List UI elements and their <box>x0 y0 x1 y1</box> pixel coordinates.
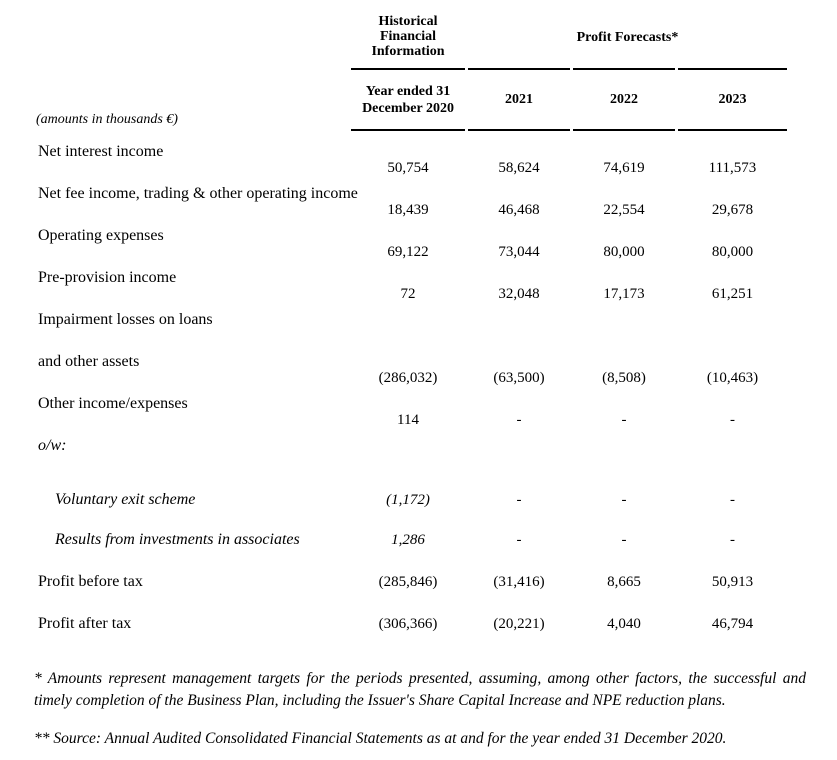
row-value: (285,846) <box>378 574 438 590</box>
row-label: Voluntary exit scheme <box>55 491 196 508</box>
row-value: - <box>516 532 522 548</box>
row-value: 29,678 <box>711 202 754 218</box>
historical-group-header: Historical Financial Information <box>371 14 445 59</box>
row-value: (63,500) <box>493 370 545 386</box>
row-value: 69,122 <box>387 244 429 260</box>
row-value: 114 <box>397 412 419 428</box>
row-value: (31,416) <box>493 574 545 590</box>
row-value: (306,366) <box>378 616 438 632</box>
column-header-2020: Year ended 31 December 2020 <box>351 68 465 131</box>
row-value <box>678 311 787 353</box>
row-label: Operating expenses <box>38 227 164 244</box>
row-value: 50,754 <box>387 160 429 176</box>
row-value: 8,665 <box>607 574 641 590</box>
row-value: 61,251 <box>711 286 754 302</box>
table-body: Net interest income 50,754 58,624 74,619… <box>36 143 837 657</box>
row-label: Net interest income <box>38 143 164 160</box>
row-value: (20,221) <box>493 616 545 632</box>
table-row: Net fee income, trading & other operatin… <box>36 185 837 227</box>
forecast-group-header: Profit Forecasts* <box>576 30 679 45</box>
footnote-double-asterisk: ** Source: Annual Audited Consolidated F… <box>34 730 727 747</box>
row-label: and other assets <box>38 353 140 370</box>
row-value: - <box>621 492 627 508</box>
table-row: and other assets (286,032) (63,500) (8,5… <box>36 353 837 395</box>
table-header-groups: Historical Financial Information Profit … <box>36 0 837 68</box>
row-value: 73,044 <box>498 244 540 260</box>
row-value: 22,554 <box>603 202 645 218</box>
row-label: Other income/expenses <box>38 395 188 412</box>
row-value: (10,463) <box>706 370 759 386</box>
row-value: - <box>730 532 735 548</box>
row-value: 58,624 <box>498 160 540 176</box>
row-value <box>468 311 570 353</box>
row-value: 46,794 <box>711 616 754 632</box>
row-value: 32,048 <box>498 286 540 302</box>
table-row: Impairment losses on loans <box>36 311 837 353</box>
row-value: 72 <box>400 286 416 302</box>
column-header-2021: 2021 <box>468 68 570 131</box>
row-label: Net fee income, trading & other operatin… <box>38 185 358 202</box>
table-row: Pre-provision income 72 32,048 17,173 61… <box>36 269 837 311</box>
row-value: 18,439 <box>387 202 429 218</box>
row-value: - <box>516 412 522 428</box>
row-value: 80,000 <box>603 244 645 260</box>
row-value <box>468 437 570 479</box>
row-value: - <box>516 492 522 508</box>
table-header-columns: (amounts in thousands €) Year ended 31 D… <box>36 68 837 131</box>
row-value: (8,508) <box>602 370 646 386</box>
table-row: Profit after tax (306,366) (20,221) 4,04… <box>36 615 837 657</box>
row-label: o/w: <box>38 437 67 454</box>
row-value: 4,040 <box>607 616 641 632</box>
table-row: Voluntary exit scheme (1,172) - - - <box>36 491 837 531</box>
table-row: Operating expenses 69,122 73,044 80,000 … <box>36 227 837 269</box>
row-value <box>351 311 465 353</box>
row-value: 17,173 <box>603 286 645 302</box>
row-value: (286,032) <box>378 370 438 386</box>
row-value: 46,468 <box>498 202 540 218</box>
row-value: - <box>621 532 627 548</box>
row-value: 74,619 <box>603 160 645 176</box>
row-label: Results from investments in associates <box>55 531 300 548</box>
row-label: Pre-provision income <box>38 269 177 286</box>
table-row: o/w: <box>36 437 837 479</box>
column-header-2022: 2022 <box>573 68 675 131</box>
table-row: Net interest income 50,754 58,624 74,619… <box>36 143 837 185</box>
row-value: (1,172) <box>386 492 430 508</box>
row-value: - <box>730 412 735 428</box>
footnotes: * Amounts represent management targets f… <box>34 668 806 750</box>
table-row: Results from investments in associates 1… <box>36 531 837 573</box>
row-value <box>351 437 465 479</box>
table-row: Other income/expenses 114 - - - <box>36 395 837 437</box>
financial-table: Historical Financial Information Profit … <box>36 0 837 657</box>
row-value: - <box>730 492 735 508</box>
units-note: (amounts in thousands €) <box>36 112 178 127</box>
row-value: 111,573 <box>708 160 757 176</box>
row-label: Impairment losses on loans <box>38 311 213 328</box>
row-value: - <box>621 412 627 428</box>
row-value <box>573 437 675 479</box>
row-value: 80,000 <box>711 244 754 260</box>
row-value <box>678 437 787 479</box>
table-row: Profit before tax (285,846) (31,416) 8,6… <box>36 573 837 615</box>
row-label: Profit before tax <box>38 573 143 590</box>
row-value <box>573 311 675 353</box>
column-header-2023: 2023 <box>678 68 787 131</box>
row-value: 50,913 <box>711 574 754 590</box>
row-label: Profit after tax <box>38 615 132 632</box>
row-value: 1,286 <box>391 532 425 548</box>
footnote-asterisk: * Amounts represent management targets f… <box>34 670 806 709</box>
